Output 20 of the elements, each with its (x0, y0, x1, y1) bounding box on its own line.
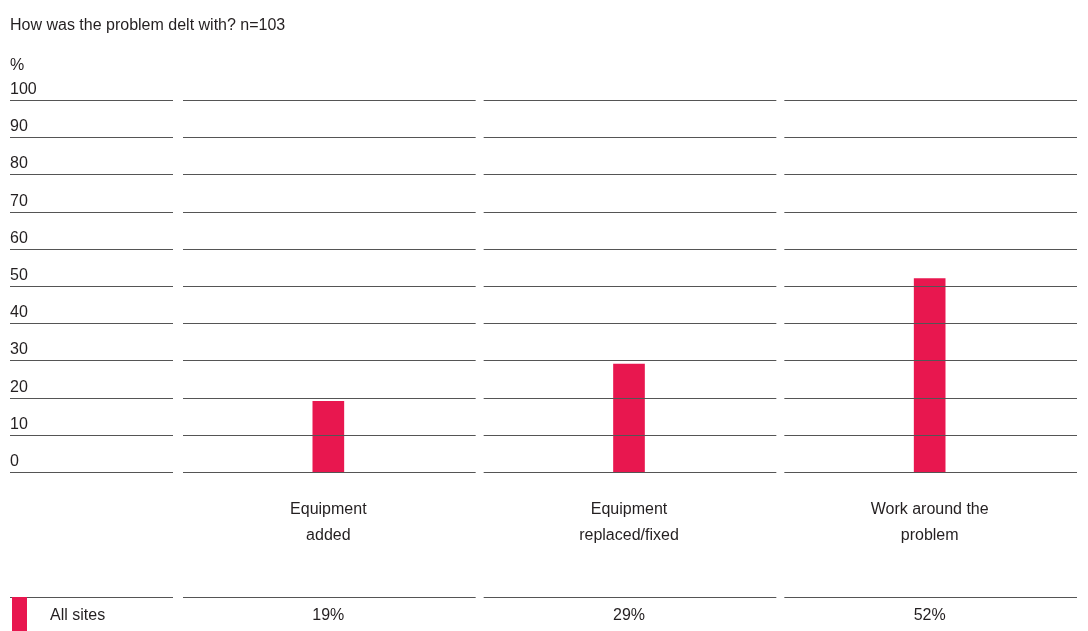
y-tick-label: 0 (10, 452, 19, 469)
y-tick-label: 10 (10, 415, 28, 432)
x-tick-label: Work around the problem (870, 500, 989, 543)
y-tick-label: 40 (10, 303, 28, 320)
y-tick-label: 70 (10, 192, 28, 209)
legend-label: All sites (50, 606, 106, 623)
y-tick-label: 20 (10, 378, 28, 395)
x-tick-label: Equipment added (290, 500, 368, 543)
data-label: 19% (312, 606, 345, 623)
y-tick-label: 30 (10, 340, 28, 357)
y-axis-title: % (10, 56, 25, 73)
data-label: 52% (913, 606, 946, 623)
data-label: 29% (612, 606, 646, 623)
y-tick-label: 80 (10, 154, 28, 171)
x-tick-label: Equipment replaced/fixed (579, 500, 679, 543)
chart-title: How was the problem delt with? n=103 (10, 16, 286, 33)
y-tick-label: 90 (10, 117, 28, 134)
y-tick-label: 50 (10, 266, 28, 283)
y-tick-label: 100 (10, 80, 37, 97)
y-tick-label: 60 (10, 229, 28, 246)
